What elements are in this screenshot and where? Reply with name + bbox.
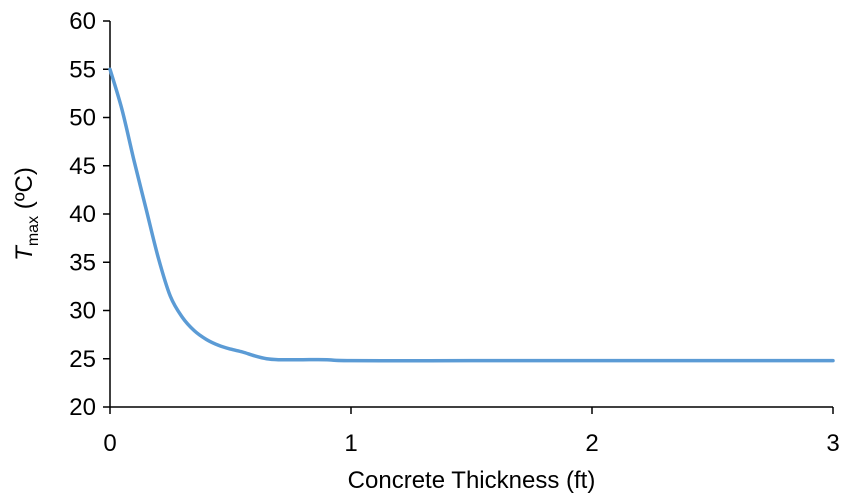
y-axis-subscript: max xyxy=(25,216,42,246)
y-tick-label: 30 xyxy=(69,298,96,325)
plot-area: 20 25 30 35 40 45 50 55 60 0 1 2 3 xyxy=(69,8,839,457)
x-tick-label: 1 xyxy=(344,430,357,457)
x-axis-title: Concrete Thickness (ft) xyxy=(348,467,596,494)
x-axis-ticks: 0 1 2 3 xyxy=(103,407,840,457)
series-layer xyxy=(108,67,835,363)
y-tick-label: 50 xyxy=(69,105,96,132)
y-tick-label: 35 xyxy=(69,249,96,276)
y-axis-title: Tmax (ºC) xyxy=(11,167,42,261)
x-tick-label: 3 xyxy=(826,430,839,457)
y-axis-symbol: T xyxy=(11,244,38,261)
x-tick-label: 0 xyxy=(103,430,116,457)
y-axis-unit: (ºC) xyxy=(11,167,38,216)
x-tick-label: 2 xyxy=(585,430,598,457)
y-tick-label: 40 xyxy=(69,201,96,228)
series-line xyxy=(108,67,835,363)
y-tick-label: 55 xyxy=(69,56,96,83)
y-tick-label: 20 xyxy=(69,394,96,421)
y-tick-label: 60 xyxy=(69,8,96,35)
y-axis-ticks: 20 25 30 35 40 45 50 55 60 xyxy=(69,8,110,421)
y-tick-label: 45 xyxy=(69,153,96,180)
y-tick-label: 25 xyxy=(69,346,96,373)
